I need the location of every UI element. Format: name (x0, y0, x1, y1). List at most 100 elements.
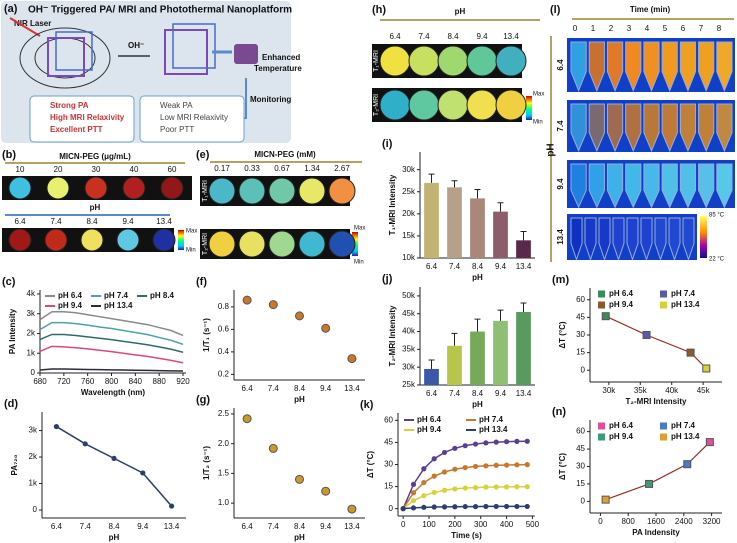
legend-swatch (598, 301, 605, 309)
legend-label: pH 9.4 (609, 300, 634, 309)
point (645, 479, 654, 488)
y-tick-label: 0 (581, 365, 586, 374)
panel-label: (n) (552, 406, 566, 418)
point (524, 438, 530, 444)
y-tick-label: 30 (384, 460, 393, 469)
colorbar-min: Min (533, 120, 543, 126)
y-tick-label: 60 (384, 415, 393, 424)
y-tick-label: 1.5 (218, 469, 230, 478)
y-tick-label: 60 (576, 295, 585, 304)
error-bar (520, 231, 527, 241)
panel-label: (h) (372, 4, 386, 16)
point (242, 295, 252, 305)
trend-line (605, 315, 707, 369)
point (295, 474, 304, 484)
x-tick-label: 840 (129, 377, 143, 386)
x-tick-label: 9.4 (495, 262, 507, 271)
image-label: 9.4 (476, 32, 488, 41)
tube (625, 103, 642, 153)
y-tick-label: 2k (27, 329, 36, 338)
line (39, 333, 184, 353)
point (462, 464, 468, 471)
y-tick-label: 3k (27, 309, 36, 318)
point (452, 445, 458, 451)
sample-image (328, 230, 356, 258)
tube (570, 41, 587, 92)
y-axis-title: T₁-MRI Intensity (388, 174, 397, 235)
time-label: 8 (717, 24, 722, 33)
row-label: 7.4 (556, 120, 565, 132)
point (462, 503, 468, 510)
tube (679, 163, 697, 209)
point (321, 486, 331, 496)
point (524, 503, 530, 510)
tube (640, 217, 653, 261)
x-tick-label: 920 (176, 377, 190, 386)
image-label: 30 (92, 165, 101, 174)
point (683, 460, 692, 469)
x-tick-label: 300 (474, 520, 488, 529)
point (295, 311, 304, 321)
row-label: 6.4 (556, 59, 565, 71)
error-bar (497, 202, 504, 212)
bar (447, 187, 462, 258)
image-label: 8.4 (86, 217, 98, 226)
y-tick-label: 40k (402, 327, 416, 336)
point (462, 443, 468, 449)
x-tick-label: 8.4 (472, 262, 484, 271)
image-label: 13.4 (156, 217, 172, 226)
sample-image (408, 45, 440, 77)
x-tick-label: 8.4 (108, 522, 120, 531)
y-axis-title: PA₇₂₀ (10, 454, 19, 475)
error-bar (428, 173, 435, 183)
bar (470, 331, 485, 385)
row-label: 9.4 (556, 178, 565, 190)
panel-label: (a) (4, 3, 18, 15)
colorbar-min: Min (354, 260, 364, 266)
x-tick-label: 0 (401, 520, 406, 529)
y-tick-label: 30 (576, 462, 585, 471)
point (431, 504, 437, 510)
image-title: pH (90, 203, 101, 212)
tube (679, 103, 697, 153)
colorbar-min: 22 °C (709, 257, 725, 263)
x-axis-title: Time (s) (451, 531, 482, 540)
bar (424, 368, 439, 385)
point (347, 504, 357, 514)
y-tick-label: 10k (402, 253, 416, 262)
trigger-label: OH⁻ (128, 41, 144, 50)
tube (570, 217, 583, 261)
tube (612, 217, 625, 261)
tube (643, 41, 660, 92)
row-label: T₂-MRI (202, 233, 209, 255)
nanocage (55, 31, 93, 71)
x-tick-label: 45k (697, 386, 711, 395)
x-tick-label: 100 (422, 520, 436, 529)
time-label: 5 (663, 24, 668, 33)
sample-image (328, 177, 356, 205)
point (431, 456, 437, 462)
tube (606, 103, 624, 153)
legend-label: pH 6.4 (417, 415, 442, 424)
point (503, 462, 510, 468)
bar (424, 182, 439, 258)
strong-text: Strong PA (50, 101, 89, 110)
legend-label: pH 7.4 (671, 289, 696, 298)
sample-image (495, 45, 527, 77)
point (483, 463, 489, 469)
point (431, 473, 437, 479)
panel-label: (i) (382, 138, 393, 150)
y-axis-title: 1/T₁ (s⁻¹) (202, 318, 211, 352)
legend-label: pH 13.4 (479, 425, 508, 434)
y-tick-label: 0 (581, 496, 586, 505)
panel-label: (m) (552, 274, 569, 286)
monitoring-label: Monitoring (250, 95, 291, 104)
tube (698, 163, 715, 209)
image-label: 0.67 (274, 164, 290, 173)
y-axis-title: ΔT (°C) (366, 451, 375, 479)
tube (716, 41, 733, 92)
point (462, 485, 468, 491)
point (242, 414, 252, 424)
point (493, 503, 499, 510)
tube (588, 103, 605, 153)
